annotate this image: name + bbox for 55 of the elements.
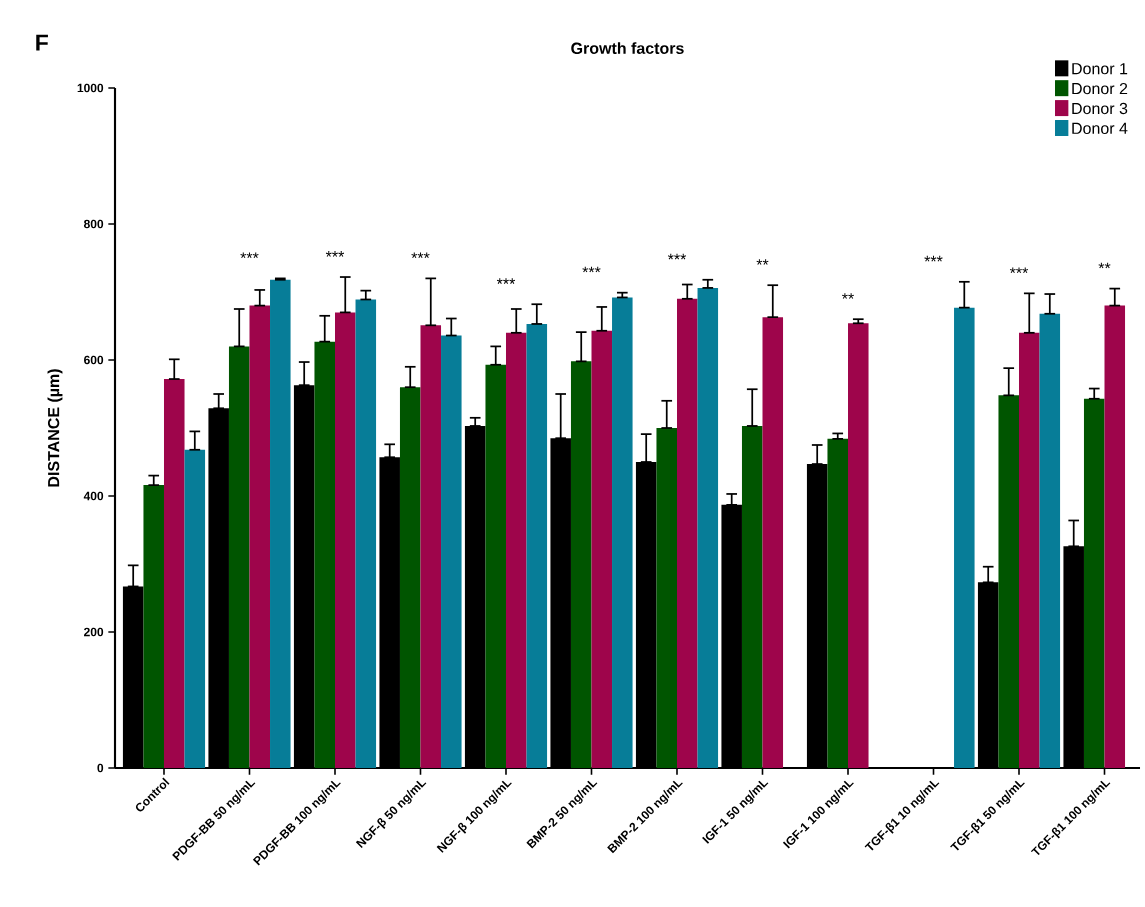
bar bbox=[591, 330, 613, 768]
bar bbox=[697, 287, 719, 768]
bar bbox=[612, 297, 633, 768]
bar bbox=[249, 305, 271, 768]
annotation: ** bbox=[1098, 262, 1111, 269]
bar bbox=[827, 438, 848, 768]
bar bbox=[998, 395, 1019, 768]
bar bbox=[570, 361, 592, 768]
bar bbox=[526, 323, 548, 768]
annotation: *** bbox=[582, 266, 601, 273]
bar bbox=[1083, 398, 1105, 768]
bar bbox=[314, 341, 335, 768]
bar bbox=[1039, 313, 1061, 768]
bar bbox=[163, 379, 185, 768]
bar bbox=[184, 449, 206, 768]
legend-label: Donor 4 bbox=[1072, 122, 1128, 134]
y-tick-label: 1000 bbox=[77, 83, 104, 93]
chart-title: Growth factors bbox=[571, 42, 684, 54]
annotation: *** bbox=[667, 253, 687, 260]
bar bbox=[1019, 332, 1040, 768]
annotation: *** bbox=[240, 252, 259, 259]
y-tick-label: 200 bbox=[84, 627, 104, 637]
y-tick-label: 600 bbox=[84, 355, 104, 365]
bar bbox=[441, 335, 462, 768]
text: F bbox=[36, 34, 48, 51]
annotation: ** bbox=[842, 293, 854, 299]
bar bbox=[420, 325, 442, 768]
legend-label: Donor 3 bbox=[1072, 102, 1128, 115]
legend-label: Donor 2 bbox=[1072, 82, 1128, 95]
bar bbox=[848, 323, 869, 768]
annotation: *** bbox=[411, 252, 430, 259]
annotation: *** bbox=[496, 278, 516, 284]
bar bbox=[762, 317, 784, 768]
annotation: *** bbox=[924, 255, 943, 262]
bar bbox=[485, 364, 506, 768]
bar bbox=[143, 485, 164, 768]
y-tick-label: 0 bbox=[97, 763, 104, 773]
bar bbox=[228, 346, 250, 768]
bar bbox=[954, 307, 975, 768]
y-axis-title: DISTANCE (µm) bbox=[47, 369, 63, 487]
bar bbox=[270, 279, 291, 768]
annotation: *** bbox=[1009, 267, 1029, 274]
y-tick-label: 400 bbox=[83, 491, 104, 501]
bar bbox=[656, 427, 677, 768]
y-tick-label: 800 bbox=[83, 219, 104, 229]
bar bbox=[399, 387, 421, 768]
bar bbox=[506, 332, 527, 768]
annotation: ** bbox=[756, 259, 769, 265]
bar bbox=[355, 299, 377, 768]
bar bbox=[677, 298, 698, 768]
bar bbox=[741, 425, 763, 768]
annotation: *** bbox=[325, 251, 345, 257]
legend-label: Donor 1 bbox=[1072, 63, 1128, 75]
bar bbox=[1104, 305, 1126, 768]
bar bbox=[335, 312, 356, 768]
